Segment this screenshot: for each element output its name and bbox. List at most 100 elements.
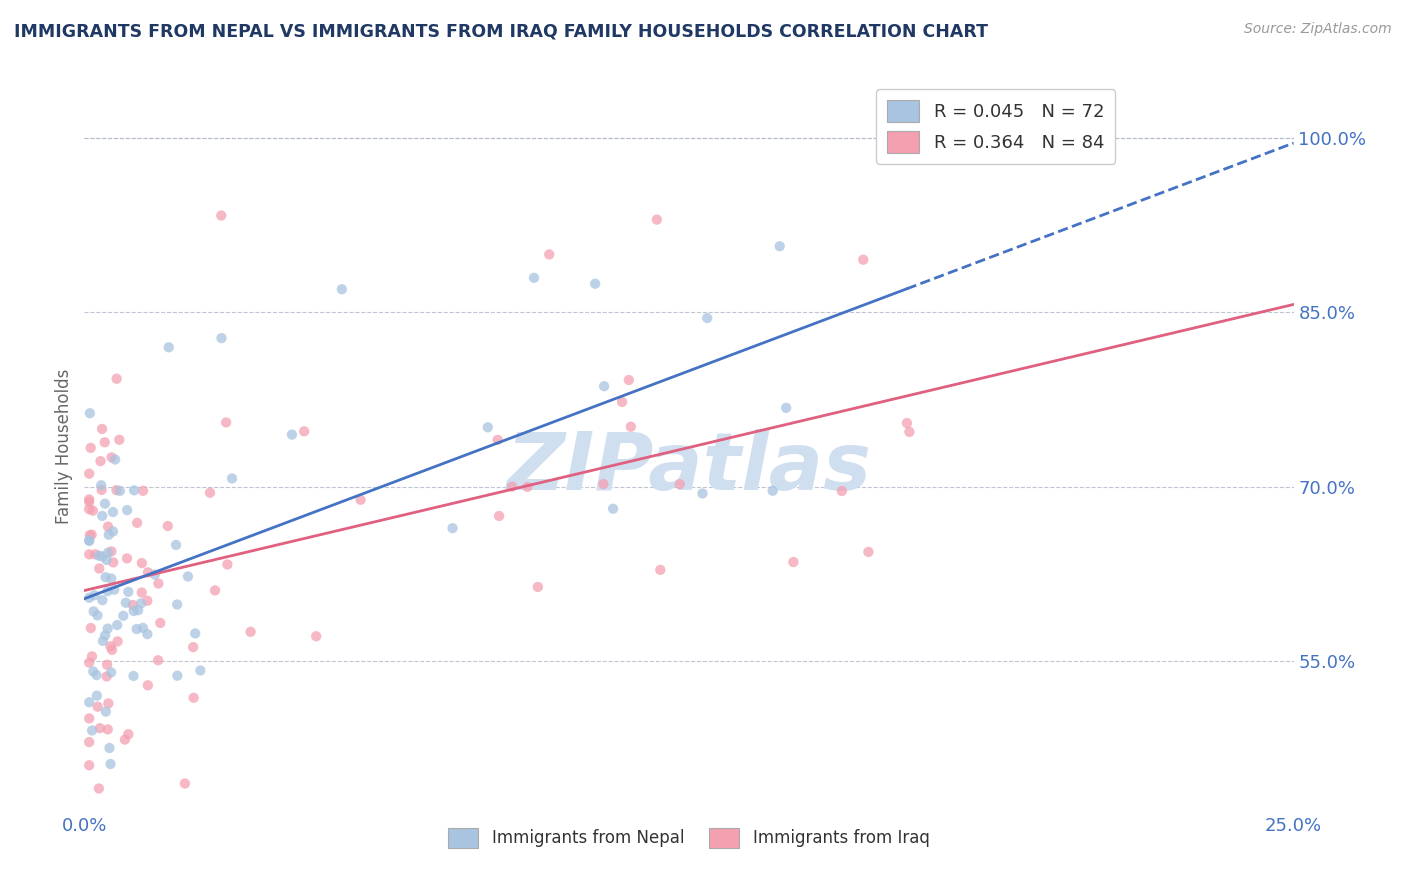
Point [305, 629, 328, 643]
Point [87, 781, 110, 796]
Point [77, 656, 100, 670]
Legend: Immigrants from Nepal, Immigrants from Iraq: Immigrants from Nepal, Immigrants from I… [441, 821, 936, 855]
Point [100, 544, 122, 558]
Point [86, 668, 108, 682]
Point [177, 569, 200, 583]
Point [117, 584, 139, 599]
Point [97, 697, 120, 711]
Point [149, 615, 172, 630]
Point [488, 508, 510, 523]
Point [183, 690, 205, 705]
Text: Source: ZipAtlas.com: Source: ZipAtlas.com [1244, 22, 1392, 37]
Point [217, 558, 239, 572]
Point [77, 547, 100, 561]
Point [97, 622, 120, 636]
Point [90, 478, 112, 492]
Point [501, 480, 523, 494]
Point [94, 497, 117, 511]
Point [105, 483, 128, 498]
Point [93, 435, 115, 450]
Point [131, 556, 153, 570]
Point [77, 533, 100, 548]
Point [97, 723, 120, 737]
Point [165, 538, 187, 552]
Point [132, 483, 155, 498]
Point [239, 624, 262, 639]
Point [105, 618, 128, 632]
Point [80, 527, 103, 541]
Point [112, 608, 135, 623]
Point [593, 379, 616, 393]
Point [82, 665, 104, 679]
Point [83, 604, 105, 618]
Point [166, 598, 188, 612]
Point [94, 570, 117, 584]
Point [100, 572, 122, 586]
Point [477, 420, 499, 434]
Point [83, 588, 105, 602]
Point [281, 427, 304, 442]
Point [100, 450, 122, 465]
Point [101, 643, 124, 657]
Point [592, 477, 614, 491]
Point [122, 483, 145, 498]
Point [97, 519, 120, 533]
Point [114, 596, 136, 610]
Point [77, 502, 100, 516]
Point [77, 695, 100, 709]
Point [108, 433, 131, 447]
Point [136, 593, 159, 607]
Point [96, 657, 118, 672]
Point [330, 282, 353, 296]
Point [80, 649, 103, 664]
Point [486, 433, 509, 447]
Point [127, 516, 149, 530]
Point [89, 561, 111, 575]
Point [898, 425, 921, 439]
Point [617, 373, 640, 387]
Point [100, 640, 122, 654]
Point [198, 485, 221, 500]
Point [166, 669, 188, 683]
Point [77, 492, 100, 507]
Point [77, 591, 100, 605]
Point [77, 758, 100, 772]
Point [174, 776, 197, 790]
Point [136, 566, 159, 580]
Point [77, 735, 100, 749]
Point [132, 621, 155, 635]
Point [157, 340, 180, 354]
Point [86, 699, 108, 714]
Point [86, 608, 108, 623]
Point [131, 585, 153, 599]
Text: IMMIGRANTS FROM NEPAL VS IMMIGRANTS FROM IRAQ FAMILY HOUSEHOLDS CORRELATION CHAR: IMMIGRANTS FROM NEPAL VS IMMIGRANTS FROM… [14, 22, 988, 40]
Point [104, 452, 127, 467]
Point [769, 239, 792, 253]
Point [79, 441, 101, 455]
Point [97, 546, 120, 560]
Point [184, 626, 207, 640]
Point [349, 492, 371, 507]
Point [91, 634, 114, 648]
Point [103, 582, 125, 597]
Point [527, 580, 550, 594]
Point [127, 603, 149, 617]
Point [156, 519, 179, 533]
Point [122, 669, 145, 683]
Point [80, 723, 103, 738]
Point [148, 576, 170, 591]
Point [782, 555, 804, 569]
Point [100, 665, 122, 680]
Point [97, 584, 120, 599]
Point [852, 252, 875, 267]
Point [79, 406, 101, 420]
Point [86, 689, 108, 703]
Point [121, 598, 143, 612]
Point [204, 583, 226, 598]
Point [108, 483, 131, 498]
Point [107, 634, 129, 648]
Point [98, 741, 121, 756]
Point [103, 556, 125, 570]
Point [96, 553, 118, 567]
Point [82, 503, 104, 517]
